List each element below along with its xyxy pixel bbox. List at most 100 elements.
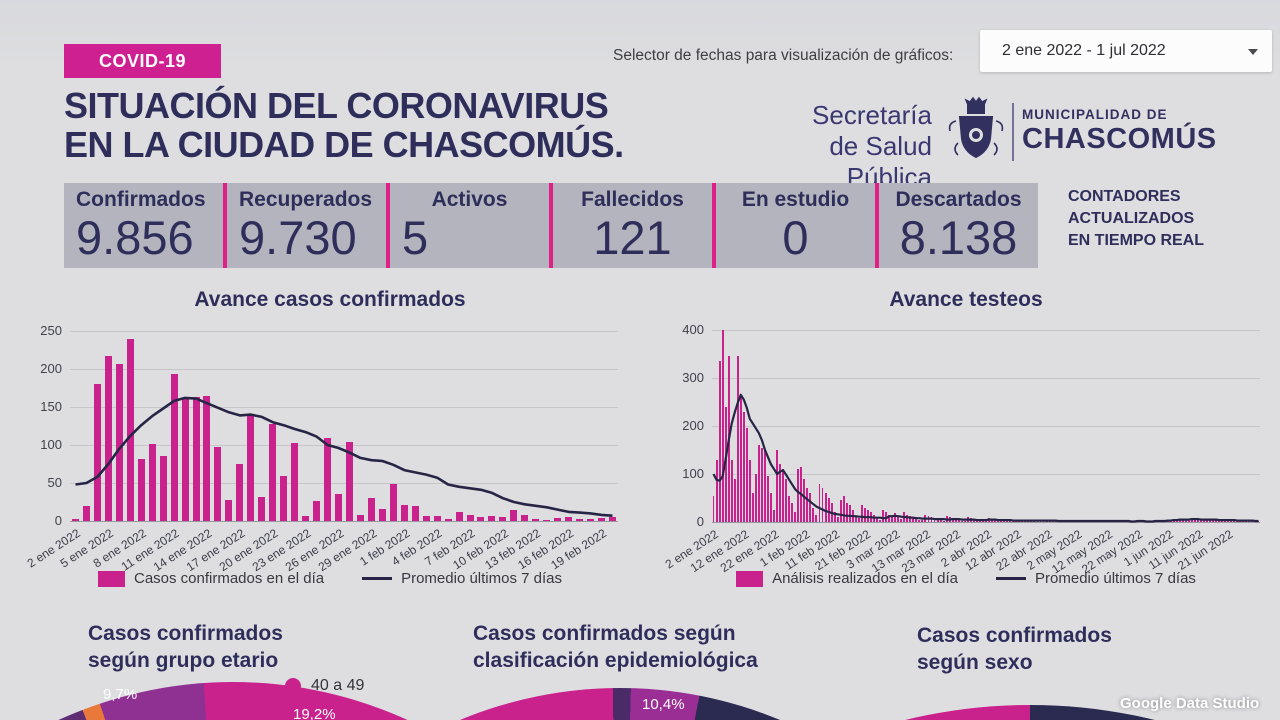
average-line xyxy=(712,393,1259,523)
bar xyxy=(1215,519,1218,522)
bar xyxy=(1193,518,1196,522)
municipalidad-line1: MUNICIPALIDAD DE xyxy=(1022,107,1168,122)
bar xyxy=(488,516,496,521)
y-axis-tick: 200 xyxy=(682,418,704,433)
counters-note: CONTADORES ACTUALIZADOS EN TIEMPO REAL xyxy=(1068,186,1204,252)
counter-value: 0 xyxy=(782,211,809,264)
counters-note-line2: ACTUALIZADOS xyxy=(1068,210,1195,227)
bar xyxy=(1000,520,1003,522)
line-series-swatch xyxy=(362,577,393,580)
bar xyxy=(715,459,718,522)
bar xyxy=(730,459,733,522)
bar xyxy=(1206,519,1208,522)
pie-title-line2: clasificación epidemiológica xyxy=(473,649,758,672)
pie-title-line1: Casos confirmados xyxy=(917,624,1112,647)
pie-title-line1: Casos confirmados xyxy=(88,622,283,645)
bar xyxy=(806,488,809,522)
bar xyxy=(894,513,897,522)
counter-strip: Confirmados 9.856 Recuperados 9.730 Activos 5… xyxy=(64,183,1038,268)
bar xyxy=(455,511,463,521)
average-line xyxy=(75,396,613,517)
bar xyxy=(1196,519,1199,522)
chart-avance-casos-confirmados: Avance casos confirmados 0 50 100 150 200 250… xyxy=(25,288,630,608)
bar xyxy=(827,498,830,522)
chevron-down-icon xyxy=(1248,49,1258,55)
bar xyxy=(963,521,966,522)
y-axis-tick: 50 xyxy=(47,475,62,490)
pie-title-line2: según grupo etario xyxy=(88,649,279,672)
bar xyxy=(324,438,332,521)
bar xyxy=(214,447,222,521)
bar-line-plot: 0 50 100 150 200 250 2 ene 2022 5 ene 2022 8 ene… xyxy=(25,323,618,574)
counter-recuperados: Recuperados 9.730 xyxy=(223,183,386,268)
bar xyxy=(104,356,112,521)
bar xyxy=(137,458,145,521)
bar xyxy=(888,514,891,522)
pie-title-grupo-etario: Casos confirmados según grupo etario xyxy=(88,620,283,674)
bar xyxy=(909,516,912,522)
y-axis-tick: 250 xyxy=(40,323,62,338)
gridline xyxy=(70,331,618,332)
bar xyxy=(82,505,90,521)
bar xyxy=(93,384,101,521)
pie-title-line1: Casos confirmados según xyxy=(473,622,736,645)
y-axis-tick: 150 xyxy=(40,399,62,414)
bar xyxy=(921,520,924,522)
bar xyxy=(882,510,885,522)
bar xyxy=(824,493,827,522)
bar xyxy=(866,510,869,522)
pie-slice-label: 19,2% xyxy=(293,706,336,720)
y-axis-tick: 400 xyxy=(682,322,704,337)
bar xyxy=(751,493,754,522)
bar xyxy=(897,517,900,522)
bar xyxy=(335,493,342,521)
bar xyxy=(760,447,763,522)
bar xyxy=(170,374,178,521)
counter-fallecidos: Fallecidos 121 xyxy=(549,183,712,268)
page-title-line1: SITUACIÓN DEL CORONAVIRUS xyxy=(64,85,609,126)
bar xyxy=(411,505,419,521)
counter-value: 5 xyxy=(402,211,429,264)
pie-title-sexo: Casos confirmados según sexo xyxy=(917,622,1112,676)
gridline xyxy=(712,378,1260,379)
counter-value: 121 xyxy=(593,211,672,264)
bar xyxy=(576,518,584,521)
bar xyxy=(521,514,529,521)
bar xyxy=(879,519,881,522)
gridline xyxy=(712,330,1260,331)
bar xyxy=(918,519,921,522)
gridline xyxy=(70,483,618,484)
y-axis-tick: 300 xyxy=(682,370,704,385)
municipality-crest-icon xyxy=(948,96,1004,159)
bar xyxy=(836,517,839,522)
bar xyxy=(942,520,945,522)
bar xyxy=(148,444,156,521)
gridline xyxy=(70,445,618,446)
counter-label: En estudio xyxy=(741,188,850,211)
y-axis-tick: 0 xyxy=(54,513,62,528)
bar xyxy=(115,363,123,521)
bar xyxy=(906,514,909,522)
bar xyxy=(764,450,766,522)
line-series-label: Promedio últimos 7 días xyxy=(401,570,562,587)
bar xyxy=(745,428,748,522)
date-range-dropdown[interactable]: 2 ene 2022 - 1 jul 2022 xyxy=(980,30,1272,72)
bar xyxy=(779,464,782,522)
bar xyxy=(767,476,769,522)
bar xyxy=(891,516,894,522)
bar xyxy=(280,476,288,521)
bar xyxy=(712,495,715,522)
bar xyxy=(985,521,987,522)
pie-title-line2: según sexo xyxy=(917,651,1033,674)
bar xyxy=(203,395,211,521)
bar xyxy=(313,501,321,521)
bar xyxy=(848,505,851,522)
counter-descartados: Descartados 8.138 xyxy=(875,183,1038,268)
bar xyxy=(812,507,815,522)
bar xyxy=(565,517,573,521)
bar xyxy=(181,397,189,521)
counter-activos: Activos 5 xyxy=(386,183,549,268)
counter-confirmados: Confirmados 9.856 xyxy=(64,183,223,268)
bar xyxy=(785,478,788,522)
counter-label: Fallecidos xyxy=(581,188,684,211)
